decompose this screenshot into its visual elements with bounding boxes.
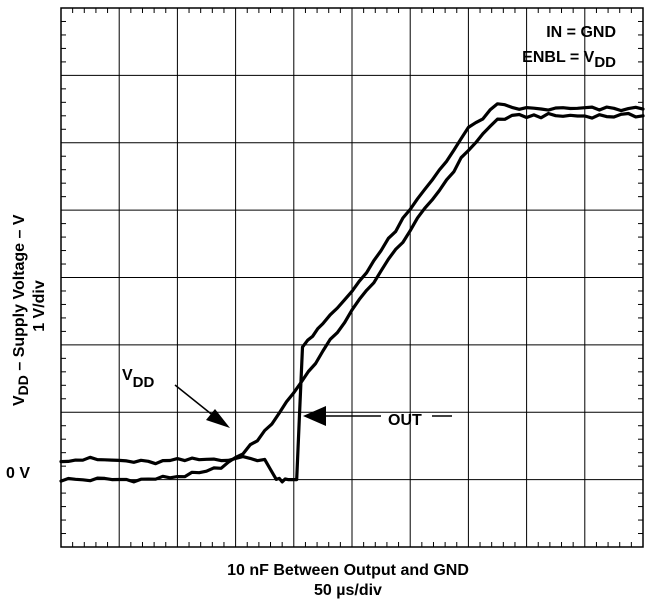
out-annotation-label: OUT — [388, 412, 422, 429]
trace-out — [59, 102, 645, 484]
chart-annotation-arrows — [174, 384, 452, 428]
plot-frame — [60, 7, 644, 548]
y-axis-label: VDD – Supply Voltage – V — [11, 214, 31, 406]
vdd-arrow-line — [174, 384, 216, 418]
x-axis-scale: 50 µs/div — [314, 582, 382, 599]
zero-volt-label: 0 V — [6, 465, 30, 482]
condition-in: IN = GND — [546, 24, 616, 41]
vdd-arrowhead — [206, 409, 230, 428]
condition-enbl: ENBL = VDD — [522, 49, 616, 71]
y-axis-scale: 1 V/div — [31, 280, 48, 332]
chart-traces — [59, 102, 645, 484]
x-axis-label: 10 nF Between Output and GND — [227, 562, 469, 579]
trace-vdd — [59, 111, 645, 484]
vdd-annotation-label: VDD — [122, 367, 155, 391]
out-arrowhead — [303, 406, 326, 426]
chart-grid — [61, 8, 643, 547]
chart-minor-ticks — [61, 8, 643, 547]
